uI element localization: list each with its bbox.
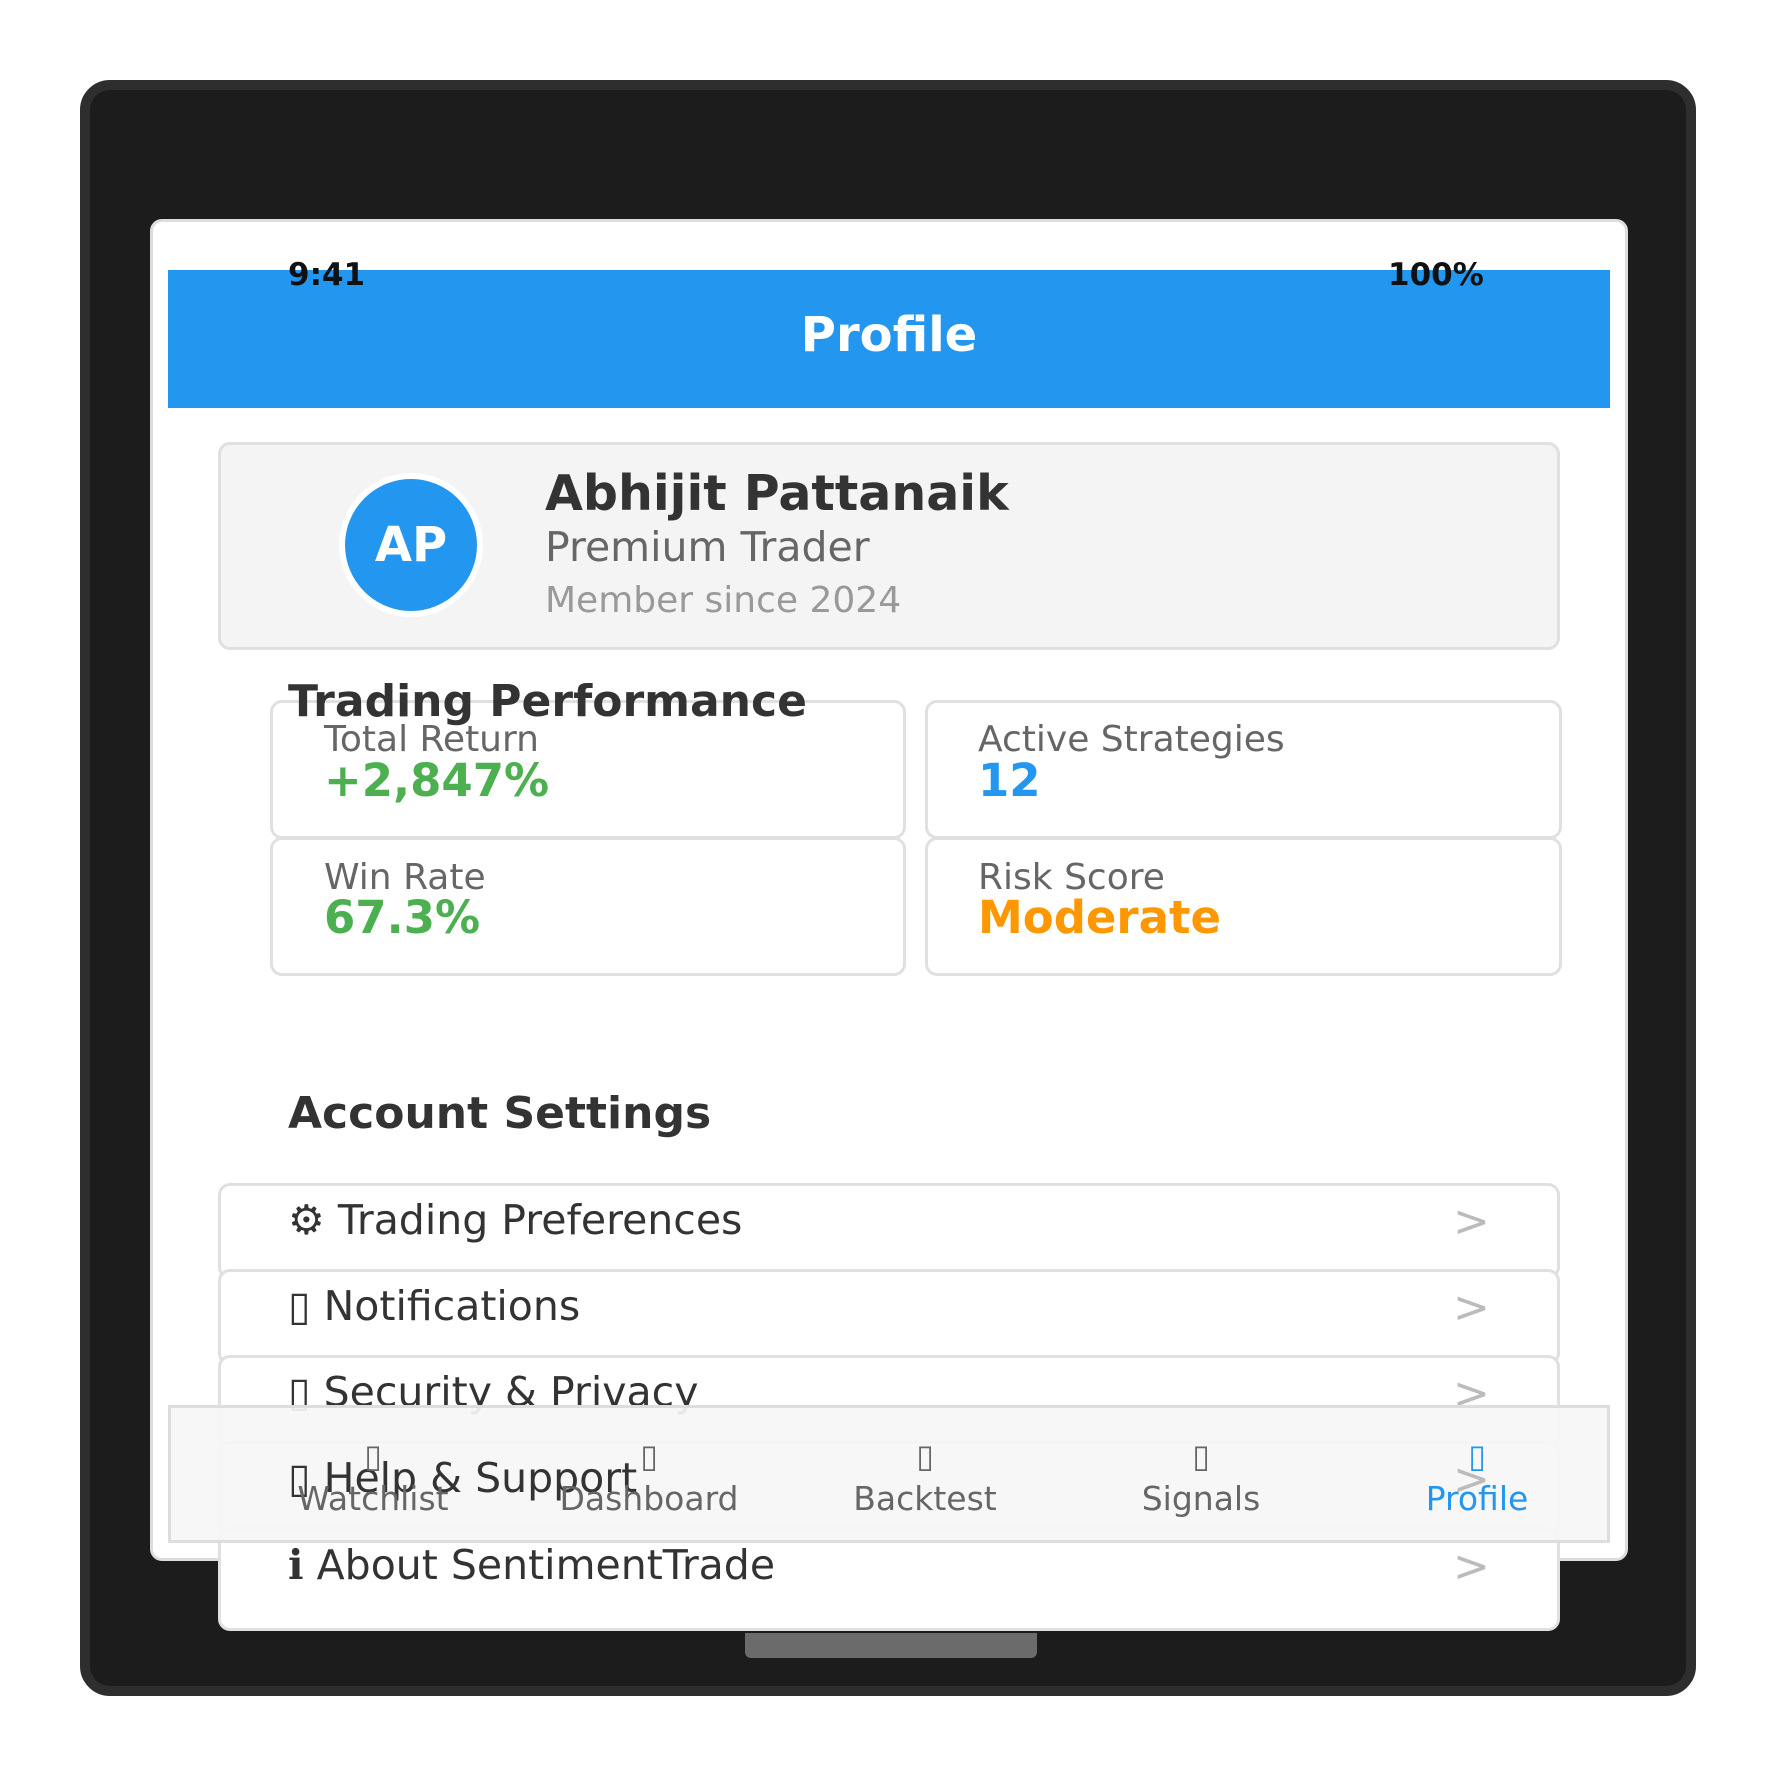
stat-value-active-strategies: 12 <box>978 754 1041 807</box>
settings-item-about-row: ℹ About SentimentTrade <box>288 1545 775 1586</box>
backtest-icon: ▯ <box>916 1437 934 1475</box>
member-since: Member since 2024 <box>545 580 902 621</box>
chevron-right-icon: > <box>1453 1282 1490 1333</box>
settings-item-label: Notifications <box>323 1282 581 1330</box>
user-name: Abhijit Pattanaik <box>545 465 1009 522</box>
settings-title: Account Settings <box>288 1088 712 1139</box>
dashboard-icon: ▯ <box>640 1437 658 1475</box>
stat-value-win-rate: 67.3% <box>324 891 481 944</box>
bell-icon: ▯ <box>288 1282 311 1330</box>
nav-item-dashboard[interactable]: ▯ Dashboard <box>534 1432 764 1552</box>
settings-item-label: About SentimentTrade <box>316 1541 776 1589</box>
stat-value-total-return: +2,847% <box>324 754 550 807</box>
page-title: Profile <box>800 307 978 363</box>
header-bar <box>168 270 1610 408</box>
stat-card-total-return <box>270 700 906 839</box>
chevron-right-icon: > <box>1453 1454 1490 1505</box>
chevron-right-icon: > <box>1453 1541 1490 1592</box>
settings-item-help-row: ▯ Help & Support <box>288 1458 637 1499</box>
stat-label: Total Return <box>324 719 539 760</box>
nav-item-watchlist[interactable]: ▯ Watchlist <box>258 1432 488 1552</box>
stat-label: Active Strategies <box>978 719 1285 760</box>
gear-icon: ⚙ <box>288 1196 325 1244</box>
settings-item-notifications-row: ▯ Notifications <box>288 1286 580 1327</box>
signals-icon: ▯ <box>1192 1437 1210 1475</box>
status-time: 9:41 <box>288 257 366 293</box>
stat-card-win-rate <box>270 837 906 976</box>
settings-item-trading-preferences-row: ⚙ Trading Preferences <box>288 1200 742 1241</box>
user-tier: Premium Trader <box>545 523 870 571</box>
stat-card-risk-score <box>925 837 1562 976</box>
bottom-nav-bar <box>168 1405 1610 1543</box>
home-indicator <box>745 1633 1037 1658</box>
profile-icon: ▯ <box>1468 1437 1486 1475</box>
help-icon: ▯ <box>288 1454 311 1502</box>
nav-label: Profile <box>1425 1479 1529 1518</box>
stat-value-risk-score: Moderate <box>978 891 1222 944</box>
performance-title: Trading Performance <box>288 676 807 727</box>
stat-label: Win Rate <box>324 857 486 898</box>
nav-label: Watchlist <box>297 1479 449 1518</box>
nav-label: Dashboard <box>559 1479 739 1518</box>
nav-item-profile[interactable]: ▯ Profile <box>1362 1432 1592 1552</box>
settings-item-label: Help & Support <box>323 1454 638 1502</box>
avatar-initials: AP <box>374 517 448 573</box>
nav-item-backtest[interactable]: ▯ Backtest <box>810 1432 1040 1552</box>
chevron-right-icon: > <box>1453 1196 1490 1247</box>
lock-icon: ▯ <box>288 1368 311 1416</box>
stat-label: Risk Score <box>978 857 1165 898</box>
nav-item-signals[interactable]: ▯ Signals <box>1086 1432 1316 1552</box>
nav-label: Signals <box>1141 1479 1261 1518</box>
info-icon: ℹ <box>288 1541 304 1589</box>
avatar[interactable]: AP <box>339 473 483 617</box>
status-battery: 100% <box>1388 257 1484 293</box>
nav-label: Backtest <box>853 1479 997 1518</box>
watchlist-icon: ▯ <box>364 1437 382 1475</box>
settings-item-label: Trading Preferences <box>337 1196 743 1244</box>
